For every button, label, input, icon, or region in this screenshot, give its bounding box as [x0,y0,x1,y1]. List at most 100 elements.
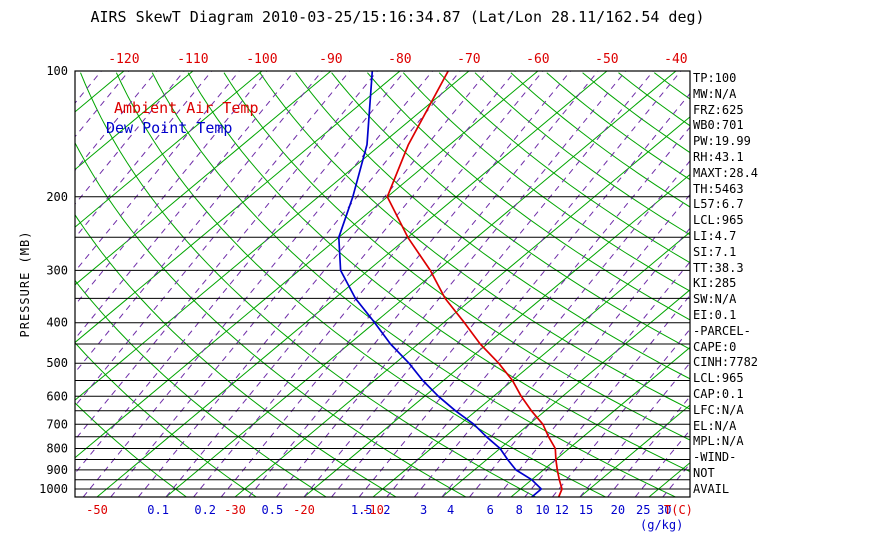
legend-dew-point: Dew Point Temp [106,119,233,137]
top-temp-tick-label: -110 [177,52,208,67]
mixing-ratio-tick-label: 4 [447,503,454,517]
top-temp-tick-label: -70 [457,52,480,67]
chart-title: AIRS SkewT Diagram 2010-03-25/15:16:34.8… [90,8,705,26]
mixing-ratio-tick-label: 20 [611,503,625,517]
dry-adiabat-line [187,72,690,473]
moist-adiabat-line [75,71,406,475]
moist-adiabat-line [110,71,461,497]
isotherm-line [165,71,677,497]
plot-border [74,70,691,498]
background-grid [75,71,690,497]
top-temp-tick-label: -40 [664,52,687,67]
mixing-ratio-tick-label: 30 [657,503,671,517]
legend-ambient-temp: Ambient Air Temp [114,99,259,117]
top-temp-tick-label: -120 [108,52,139,67]
stat-line: CINH:7782 [693,355,759,370]
isotherm-line [75,71,539,459]
stat-line: MAXT:28.4 [693,165,759,180]
isotherm-line [75,71,332,286]
stat-line: AVAIL [693,481,730,496]
pressure-tick-label: 200 [46,190,68,204]
isotherm-line [579,404,690,497]
dry-adiabat-line [546,72,690,181]
temp-unit-label: T(C) [664,503,693,517]
bottom-temp-tick-label: -10 [362,503,384,517]
stat-line: -WIND- [693,450,737,465]
dry-adiabat-line [653,72,690,100]
dry-adiabat-line [295,72,690,380]
stat-line: WB0:701 [693,118,744,133]
stat-line: SW:N/A [693,292,737,307]
moist-adiabat-line [193,71,544,497]
pressure-tick-label: 800 [46,442,68,456]
dry-adiabat-line [582,72,690,154]
isotherm-line [75,71,263,228]
isotherm-line [648,462,690,497]
stat-line: MW:N/A [693,86,737,101]
moist-adiabat-line [331,71,682,497]
mixing-ratio-tick-label: 6 [487,503,494,517]
moist-adiabat-line [496,261,690,497]
top-temp-tick-label: -60 [526,52,549,67]
moist-adiabat-line [75,71,102,104]
bottom-temp-tick-label: -50 [86,503,108,517]
stat-line: LFC:N/A [693,402,744,417]
pressure-tick-label: 500 [46,356,68,370]
moist-adiabat-line [607,395,690,497]
stat-line: TT:38.3 [693,260,744,275]
stat-line: KI:285 [693,276,737,291]
moist-adiabat-line [469,227,690,497]
isotherm-line [234,116,690,497]
dry-adiabat-line [259,72,690,410]
moist-adiabat-line [358,92,690,497]
stat-line: LCL:965 [693,213,744,228]
moist-adiabat-line [220,71,571,497]
dry-adiabat-line [402,72,690,292]
dry-adiabat-line [367,72,690,321]
isotherm-line [75,71,194,171]
dry-adiabat-line [474,72,690,236]
bottom-temp-tick-label: -20 [293,503,315,517]
moist-adiabat-line [75,71,378,441]
dry-adiabat-line [75,341,258,497]
stat-line: NOT [693,465,715,480]
moist-adiabat-line [552,328,690,497]
stat-line: TH:5463 [693,181,744,196]
moist-adiabat-line [138,71,489,497]
dry-adiabat-line [75,402,188,497]
isotherm-line [96,71,608,497]
dry-adiabat-line [151,72,677,497]
stat-line: CAPE:0 [693,339,737,354]
mixing-ratio-tick-label: 2 [383,503,390,517]
stat-line: RH:43.1 [693,149,744,164]
stat-line: -PARCEL- [693,323,751,338]
top-temp-tick-label: -50 [595,52,618,67]
moist-adiabat-line [248,71,599,497]
bottom-temp-tick-label: -30 [224,503,246,517]
stat-line: FRZ:625 [693,102,744,117]
moist-adiabat-line [524,294,690,497]
stat-line: MPL:N/A [693,434,744,449]
moist-adiabat-line [75,71,295,340]
mixing-ratio-tick-label: 3 [420,503,427,517]
isotherm-line [303,173,690,497]
stat-line: L57:6.7 [693,197,744,212]
stat-line: EL:N/A [693,418,737,433]
top-temp-tick-label: -90 [319,52,342,67]
pressure-axis-label: PRESSURE (MB) [18,230,32,338]
top-temp-tick-label: -100 [246,52,277,67]
mixing-ratio-tick-label: 0.5 [262,503,284,517]
stat-line: EI:0.1 [693,307,737,322]
mixing-ratio-tick-label: 10 [535,503,549,517]
mixing-ratio-tick-label: 8 [516,503,523,517]
mixing-ratio-tick-label: 15 [579,503,593,517]
isotherm-line [441,289,690,497]
mixing-ratio-tick-label: 1.5 [351,503,373,517]
stat-line: CAP:0.1 [693,386,744,401]
ambient-temp-curve [386,71,563,497]
moist-adiabat-line [386,126,690,497]
isotherm-line [372,231,690,497]
top-temp-tick-label: -80 [388,52,411,67]
